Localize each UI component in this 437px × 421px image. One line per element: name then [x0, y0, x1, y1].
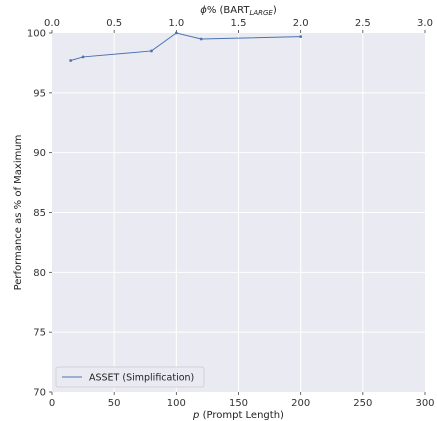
top-axis-label-phi: ϕ — [200, 5, 207, 16]
series-group — [69, 31, 303, 62]
y-axis: 70 75 80 85 90 95 100 — [27, 29, 52, 399]
x-axis-label-symbol: p — [192, 410, 199, 421]
data-point — [174, 31, 178, 35]
top-x-axis-label: ϕ% (BARTLARGE) — [200, 5, 277, 17]
y-tick-label: 80 — [33, 268, 46, 279]
x-tick-label: 100 — [167, 398, 186, 409]
top-tick-label: 1.0 — [168, 18, 184, 29]
y-tick-label: 75 — [33, 328, 46, 339]
top-tick-label: 3.0 — [417, 18, 433, 29]
y-tick-label: 100 — [27, 29, 46, 40]
top-tick-label: 2.5 — [355, 18, 371, 29]
top-axis-label-close: ) — [273, 5, 277, 16]
top-tick-label: 1.5 — [231, 18, 247, 29]
x-axis-label: p (Prompt Length) — [192, 410, 284, 421]
x-tick-label: 50 — [108, 398, 121, 409]
x-tick-label: 0 — [49, 398, 55, 409]
top-axis-label-main: % (BART — [207, 5, 251, 16]
x-tick-label: 300 — [415, 398, 434, 409]
x-tick-label: 250 — [353, 398, 372, 409]
top-tick-label: 0.0 — [44, 18, 60, 29]
grid — [52, 33, 425, 392]
legend-box — [55, 366, 205, 388]
y-tick-label: 90 — [33, 148, 46, 159]
legend-entry-asset: ASSET (Simplification) — [89, 373, 194, 384]
x-tick-label: 200 — [291, 398, 310, 409]
top-x-axis: 0.0 0.5 1.0 1.5 2.0 2.5 3.0 — [44, 18, 433, 33]
top-axis-label-subscript: LARGE — [249, 9, 273, 17]
data-point — [299, 35, 303, 38]
top-tick-label: 0.5 — [106, 18, 122, 29]
data-point — [150, 49, 153, 53]
series-line — [70, 32, 301, 62]
x-axis-label-text: (Prompt Length) — [199, 410, 284, 421]
legend: ASSET (Simplification) — [55, 366, 205, 388]
bottom-x-axis: 0 50 100 150 200 250 300 — [49, 392, 435, 409]
top-tick-label: 2.0 — [293, 18, 309, 29]
y-tick-label: 95 — [33, 88, 46, 99]
x-tick-label: 150 — [229, 398, 248, 409]
data-point — [81, 55, 85, 59]
y-axis-label: Performance as % of Maximum — [13, 135, 24, 291]
y-tick-label: 70 — [33, 388, 46, 399]
y-tick-label: 85 — [33, 208, 46, 219]
data-point — [69, 59, 73, 62]
data-point — [199, 37, 203, 41]
